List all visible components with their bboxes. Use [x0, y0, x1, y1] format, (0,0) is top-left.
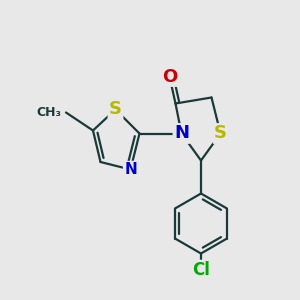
Text: Cl: Cl [192, 261, 210, 279]
Text: S: S [214, 124, 227, 142]
Text: CH₃: CH₃ [37, 106, 62, 119]
Text: O: O [162, 68, 177, 85]
Text: S: S [109, 100, 122, 118]
Text: N: N [174, 124, 189, 142]
Text: N: N [124, 162, 137, 177]
